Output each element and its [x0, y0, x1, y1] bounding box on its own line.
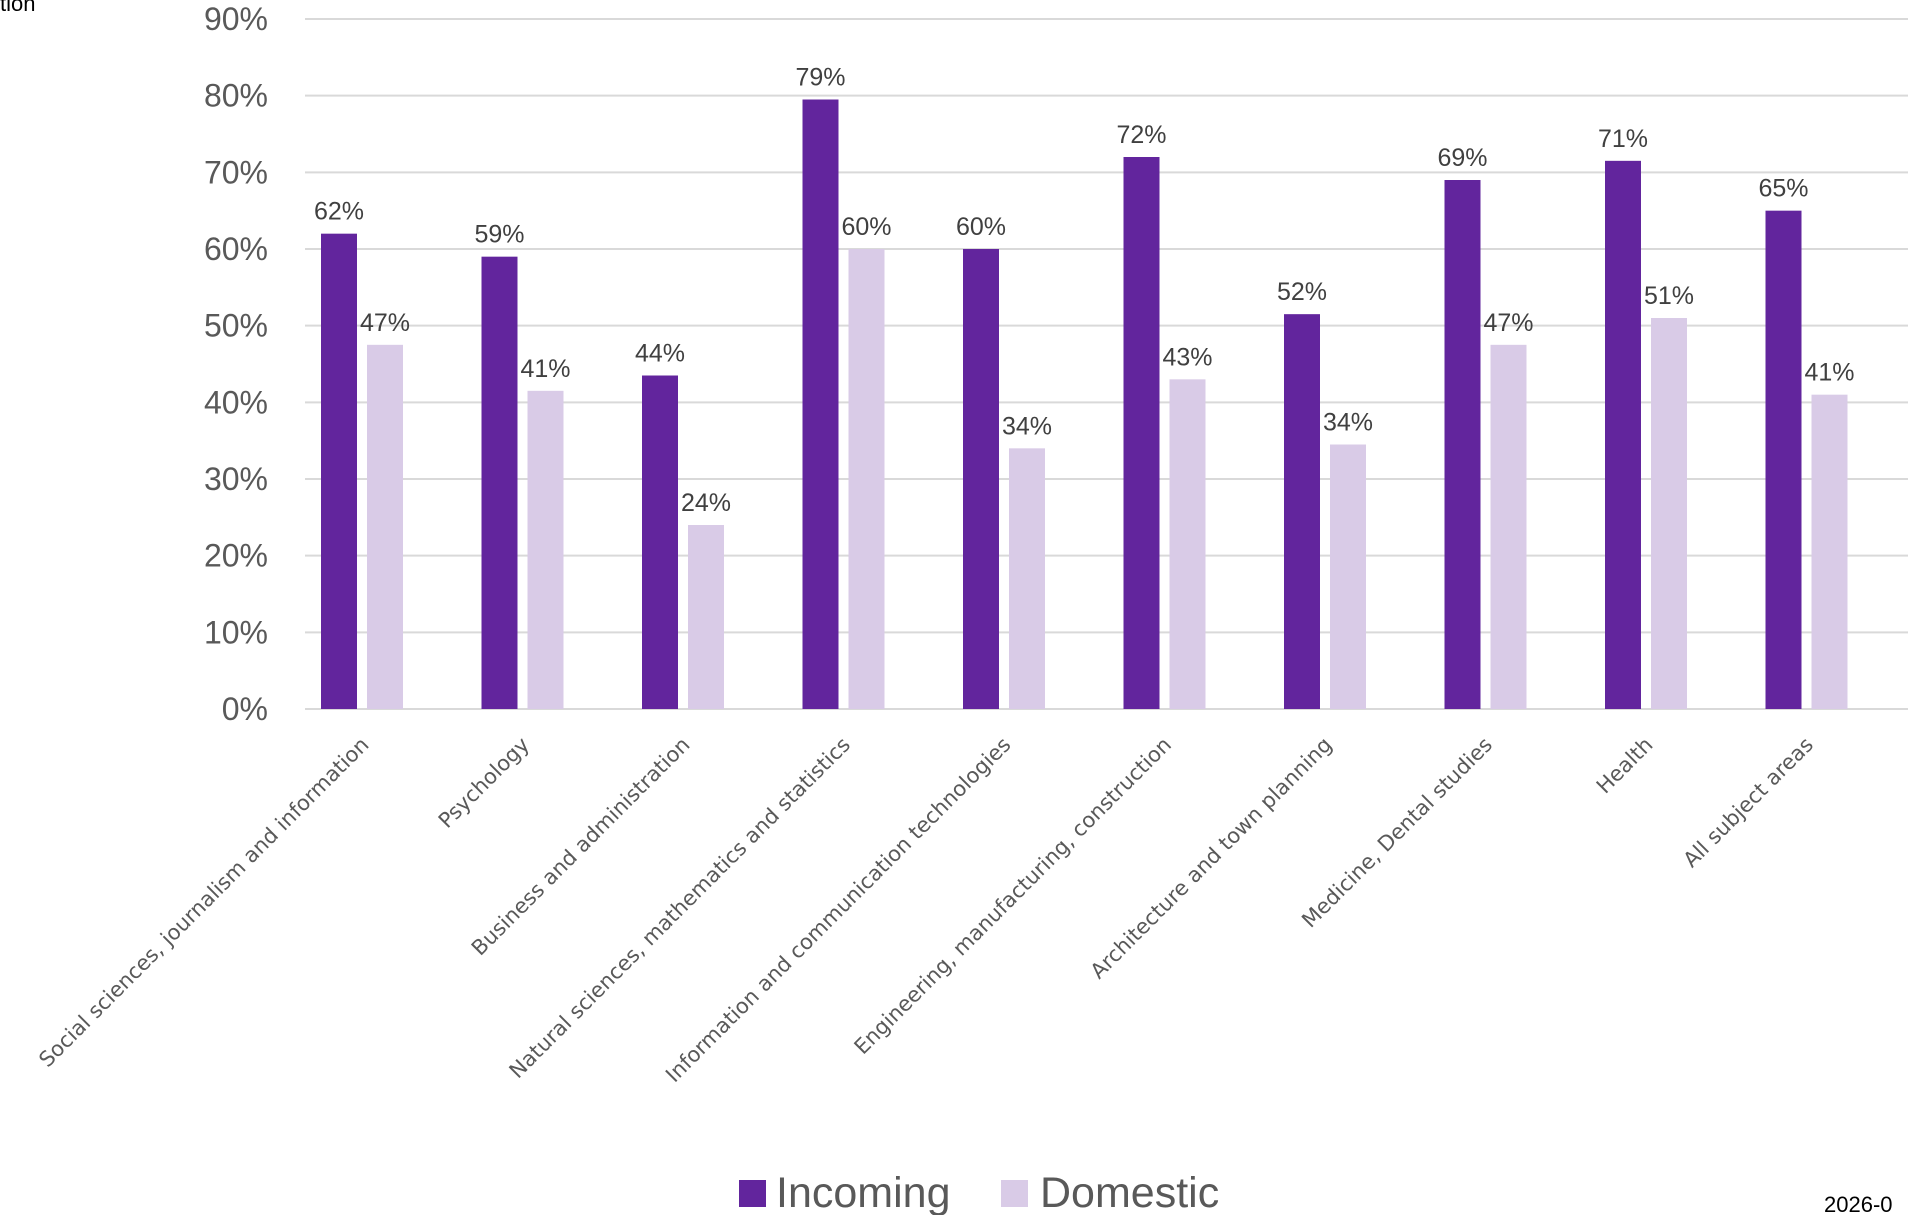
domestic-bar: [1490, 344, 1527, 709]
domestic-data-label: 47%: [1483, 309, 1533, 337]
incoming-data-label: 62%: [314, 198, 364, 226]
domestic-data-label: 34%: [1323, 409, 1373, 437]
legend-label-domestic: Domestic: [1040, 1169, 1219, 1215]
domestic-bar: [848, 249, 885, 709]
incoming-data-label: 72%: [1116, 121, 1166, 149]
incoming-bar: [1765, 210, 1802, 709]
incoming-bar: [1605, 160, 1641, 710]
domestic-data-label: 47%: [360, 309, 410, 337]
partial-corner-text-top-left: tion: [0, 0, 36, 16]
x-category-label: Social sciences, journalism and informat…: [34, 733, 373, 1072]
domestic-bar: [688, 525, 724, 709]
domestic-data-label: 34%: [1002, 412, 1052, 440]
domestic-bar: [1169, 379, 1206, 709]
incoming-data-label: 65%: [1758, 175, 1808, 203]
incoming-data-label: 71%: [1598, 125, 1648, 153]
y-tick-label: 70%: [204, 154, 268, 190]
x-category-label: Psychology: [434, 733, 534, 833]
partial-corner-text-bottom-right: 2026-0: [1824, 1192, 1893, 1217]
gridlines: [305, 18, 1908, 710]
domestic-bar: [1811, 394, 1848, 709]
y-tick-label: 40%: [204, 384, 268, 420]
domestic-data-label: 24%: [681, 489, 731, 517]
y-tick-label: 90%: [204, 1, 268, 37]
incoming-data-label: 59%: [474, 221, 524, 249]
domestic-data-label: 41%: [520, 355, 570, 383]
incoming-data-label: 79%: [795, 64, 845, 92]
incoming-bar: [802, 99, 839, 709]
incoming-bar: [963, 249, 999, 709]
domestic-data-label: 43%: [1162, 343, 1212, 371]
y-tick-label: 0%: [222, 691, 268, 727]
y-axis-tick-labels: 0% 10% 20% 30% 40% 50% 60% 70% 80% 90%: [204, 1, 268, 727]
incoming-bar: [1444, 180, 1481, 709]
y-tick-label: 20%: [204, 538, 268, 574]
x-category-label: Information and communication technologi…: [661, 733, 1016, 1088]
y-tick-label: 80%: [204, 78, 268, 114]
incoming-data-label: 60%: [956, 213, 1006, 241]
bars: [321, 99, 1848, 710]
x-axis-category-labels: Social sciences, journalism and informat…: [34, 733, 1818, 1088]
incoming-bar: [481, 256, 518, 709]
legend-swatch-domestic: [1001, 1180, 1028, 1207]
domestic-data-label: 51%: [1644, 282, 1694, 310]
domestic-data-label: 60%: [841, 213, 891, 241]
incoming-data-label: 52%: [1277, 278, 1327, 306]
y-tick-label: 60%: [204, 231, 268, 267]
x-category-label: Health: [1592, 733, 1658, 799]
domestic-bar: [1009, 448, 1045, 709]
domestic-bar: [1651, 318, 1687, 709]
legend-swatch-incoming: [739, 1180, 766, 1207]
data-labels: 62% 47% 59% 41% 44% 24% 79% 60% 60% 34% 72% 43% 52% 3…: [314, 64, 1855, 518]
domestic-bar: [527, 390, 564, 709]
incoming-data-label: 44%: [635, 340, 685, 368]
legend-label-incoming: Incoming: [776, 1169, 950, 1215]
x-category-label: Natural sciences, mathematics and statis…: [505, 733, 855, 1083]
incoming-data-label: 69%: [1437, 144, 1487, 172]
incoming-bar: [642, 375, 678, 709]
y-tick-label: 10%: [204, 614, 268, 650]
incoming-bar: [1123, 157, 1160, 709]
domestic-bar: [367, 344, 403, 709]
y-tick-label: 30%: [204, 461, 268, 497]
x-category-label: Medicine, Dental studies: [1297, 733, 1497, 933]
legend: Incoming Domestic: [739, 1169, 1219, 1217]
x-category-label: Engineering, manufacturing, construction: [850, 733, 1176, 1059]
domestic-data-label: 41%: [1804, 359, 1854, 387]
x-category-label: All subject areas: [1679, 733, 1818, 872]
incoming-bar: [321, 233, 357, 709]
incoming-bar: [1284, 314, 1320, 709]
y-tick-label: 50%: [204, 308, 268, 344]
domestic-bar: [1330, 444, 1366, 709]
